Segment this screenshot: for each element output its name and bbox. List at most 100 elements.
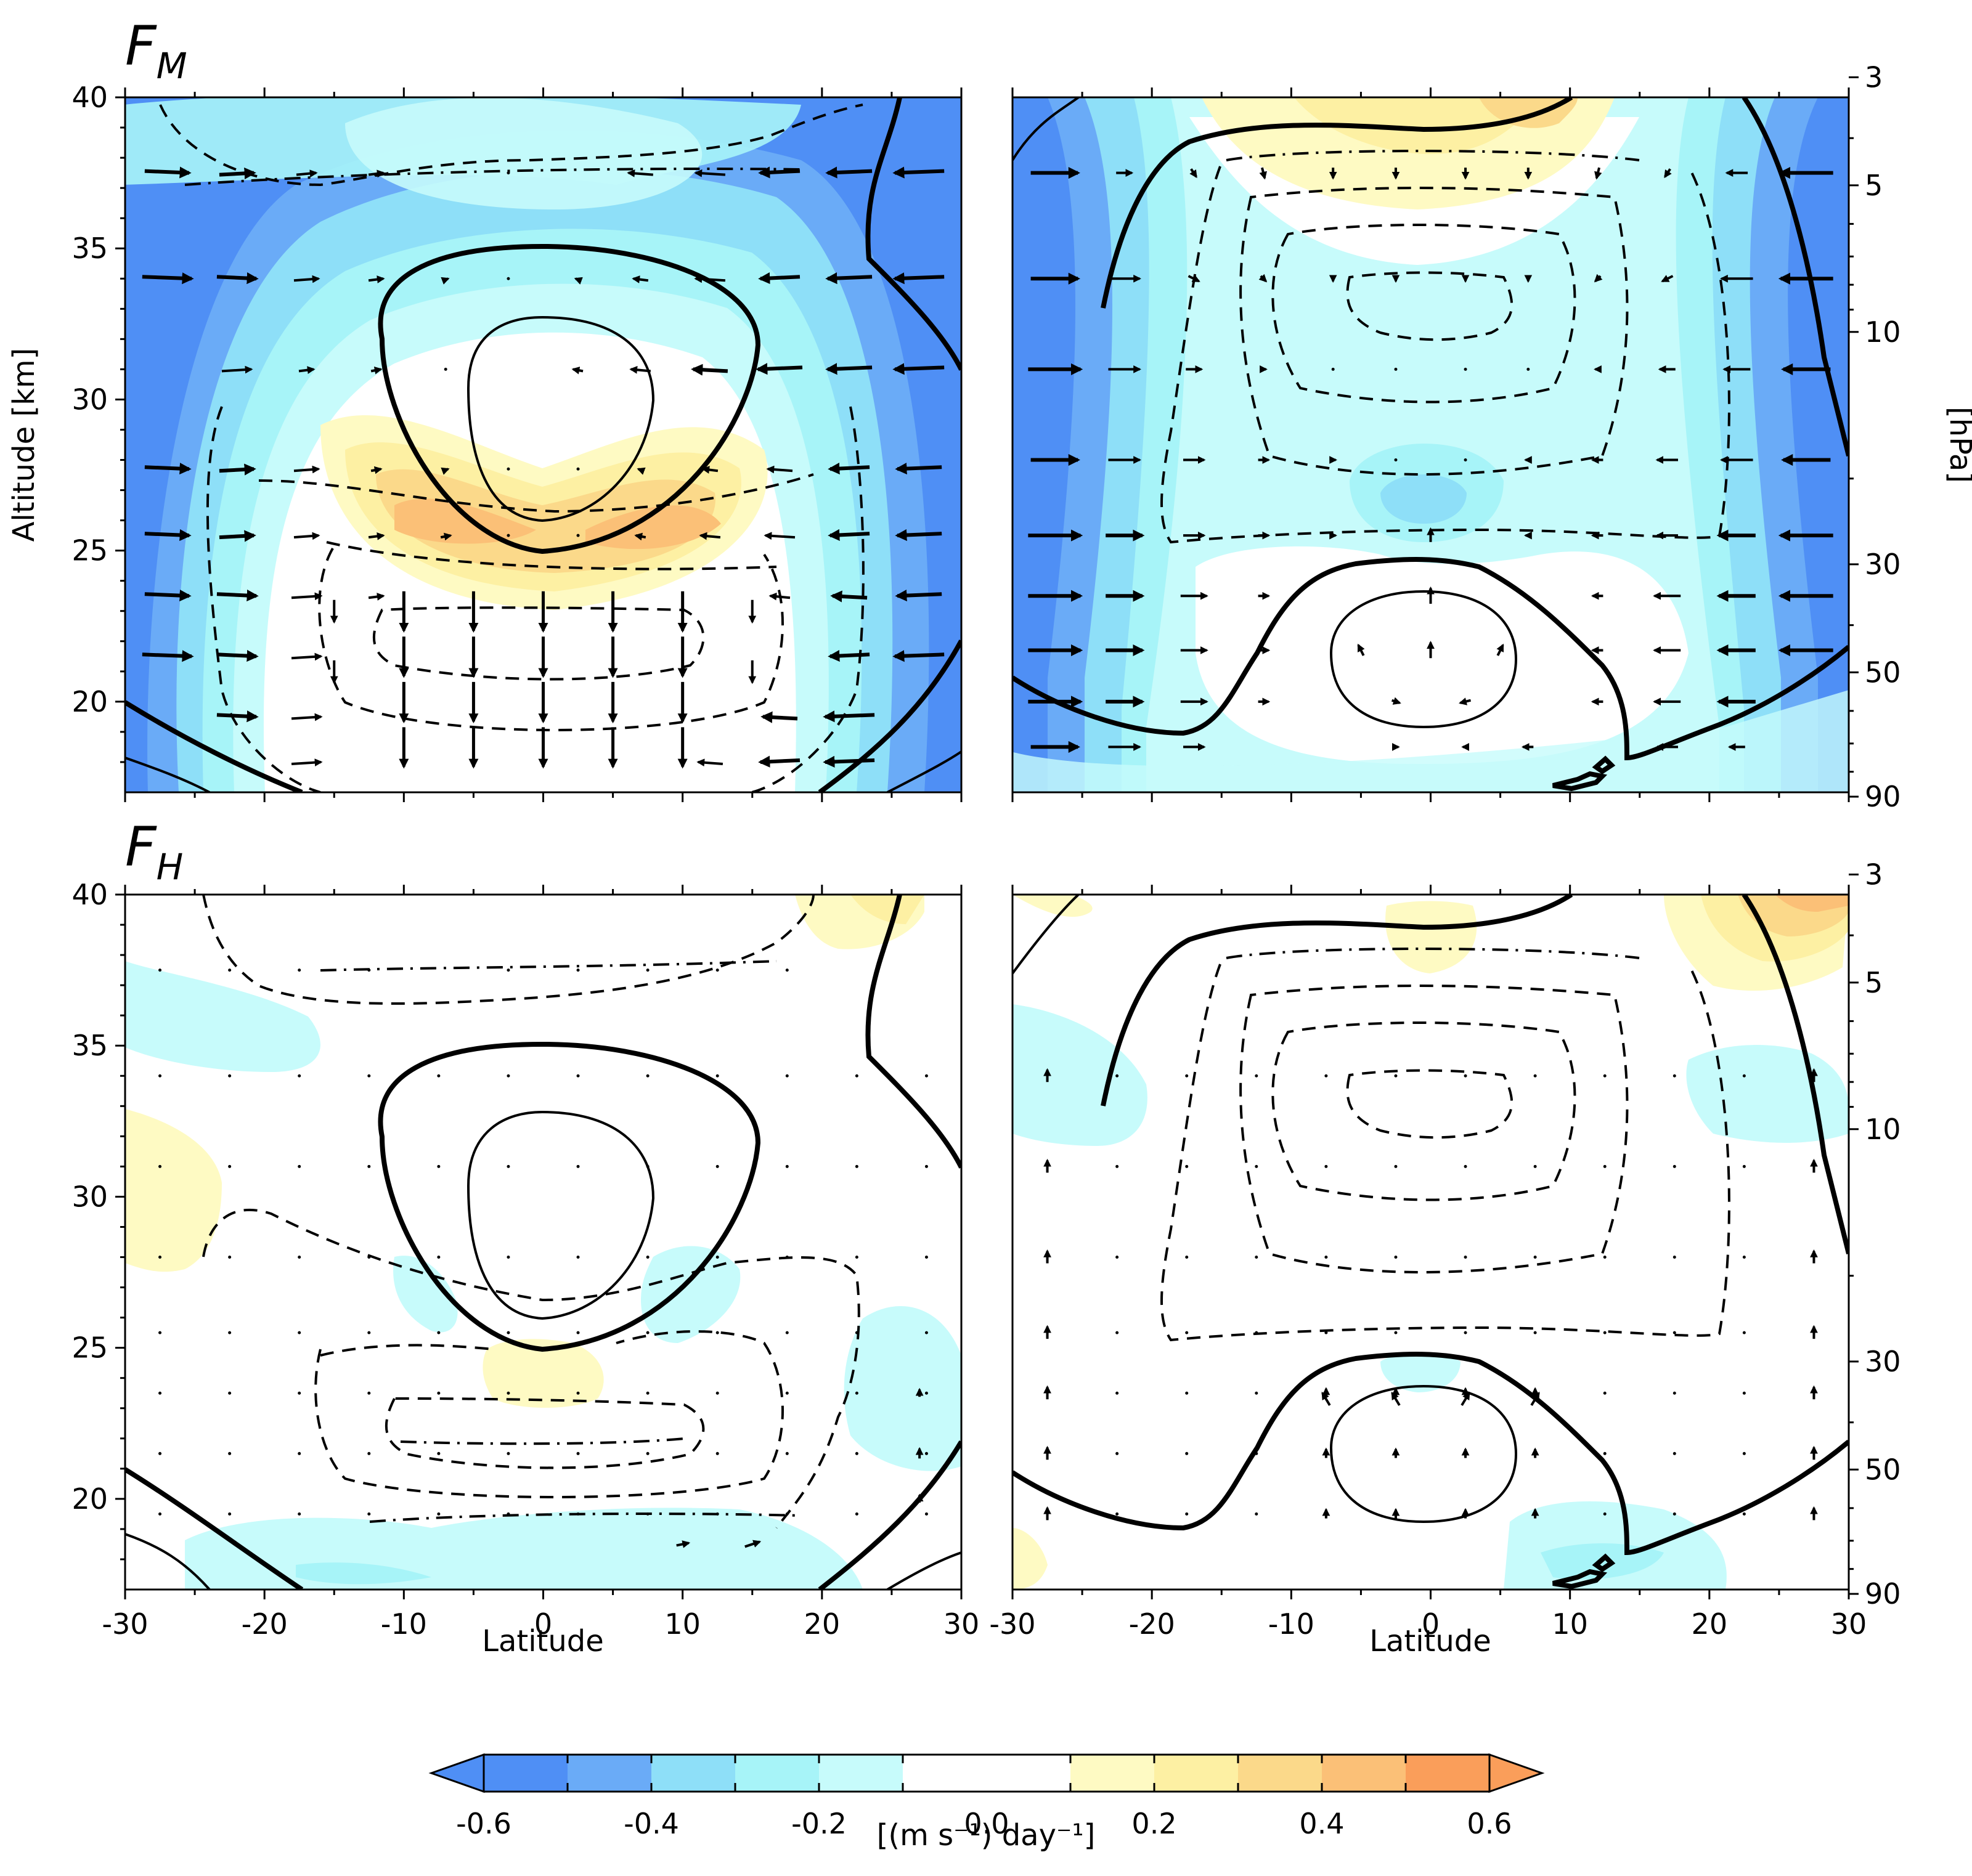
flux-arrow bbox=[440, 532, 452, 541]
flux-dot bbox=[715, 1391, 719, 1395]
panel-top-right bbox=[1011, 96, 1850, 794]
flux-dot bbox=[1185, 1391, 1189, 1395]
flux-dot bbox=[367, 1164, 371, 1168]
flux-dot bbox=[158, 968, 162, 972]
flux-dot bbox=[1255, 1256, 1258, 1259]
flux-arrow bbox=[1594, 167, 1602, 180]
flux-dot bbox=[576, 1391, 580, 1395]
colorbar-bin bbox=[903, 1755, 1071, 1792]
flux-dot bbox=[576, 1452, 580, 1455]
flux-dot bbox=[507, 1074, 510, 1078]
y2-tick-label: 90 bbox=[1865, 780, 1901, 813]
flux-dot bbox=[1464, 458, 1467, 462]
flux-dot bbox=[1742, 1331, 1746, 1334]
flux-arrow bbox=[694, 169, 726, 177]
flux-dot bbox=[715, 1452, 719, 1455]
x-axis-label-left: Latitude bbox=[482, 1624, 604, 1659]
flux-dot bbox=[924, 1164, 928, 1168]
y-tick-label: 40 bbox=[71, 81, 108, 114]
y2-axis-label: [hPa] bbox=[1943, 407, 1972, 483]
flux-dot bbox=[576, 467, 580, 471]
vectors-top-right bbox=[1028, 167, 1833, 753]
flux-dot bbox=[1603, 1512, 1607, 1516]
y-tick-label: 40 bbox=[71, 878, 108, 911]
flux-dot bbox=[1742, 1512, 1746, 1516]
flux-dot bbox=[1115, 1164, 1119, 1168]
flux-arrow bbox=[291, 713, 323, 721]
flux-dot bbox=[1324, 1331, 1328, 1334]
flux-arrow bbox=[1188, 275, 1200, 283]
flux-arrow bbox=[760, 711, 798, 723]
flux-dot bbox=[1603, 1452, 1607, 1455]
flux-arrow bbox=[830, 590, 868, 603]
flux-arrow bbox=[1391, 697, 1401, 705]
y-tick-label: 35 bbox=[71, 1029, 108, 1062]
flux-dot bbox=[576, 1164, 580, 1168]
flux-arrow bbox=[144, 589, 192, 602]
flux-dot bbox=[1394, 367, 1398, 371]
flux-dot bbox=[228, 968, 232, 972]
flux-dot bbox=[158, 1391, 162, 1395]
flux-dot bbox=[507, 277, 510, 280]
y2-tick-label: 5 bbox=[1865, 169, 1883, 202]
y-tick-label: 30 bbox=[71, 1180, 108, 1213]
flux-dot bbox=[855, 1512, 858, 1516]
flux-dot bbox=[715, 1074, 719, 1078]
flux-dot bbox=[298, 1164, 301, 1168]
vectors-bottom-right bbox=[1043, 1068, 1818, 1521]
flux-arrow bbox=[571, 366, 584, 375]
flux-dot bbox=[1324, 1256, 1328, 1259]
flux-dot bbox=[437, 1391, 441, 1395]
flux-dot bbox=[1673, 1391, 1676, 1395]
flux-dot bbox=[785, 1391, 789, 1395]
flux-arrow bbox=[1391, 1391, 1401, 1407]
flux-dot bbox=[298, 1331, 301, 1334]
flux-dot bbox=[367, 968, 371, 972]
panel-title-top-left: FM bbox=[125, 14, 187, 87]
colorbar-bin bbox=[651, 1755, 736, 1792]
flux-dot bbox=[715, 968, 719, 972]
flux-dot bbox=[1742, 1164, 1746, 1168]
flux-dot bbox=[228, 1512, 232, 1516]
flux-dot bbox=[576, 1512, 580, 1516]
x-tick-label: 10 bbox=[1552, 1607, 1588, 1641]
flux-dot bbox=[646, 1452, 650, 1455]
flux-dot bbox=[1394, 1256, 1398, 1259]
flux-arrow bbox=[825, 272, 873, 285]
colorbar-tick-label: -0.2 bbox=[791, 1807, 847, 1840]
flux-dot bbox=[158, 1512, 162, 1516]
vectors-top-left bbox=[142, 166, 945, 769]
flux-dot bbox=[715, 1164, 719, 1168]
flux-arrow bbox=[1664, 168, 1672, 179]
flux-arrow bbox=[825, 363, 873, 375]
flux-arrow bbox=[696, 758, 723, 767]
y2-tick-label: 3 bbox=[1865, 858, 1883, 891]
flux-dot bbox=[646, 1164, 650, 1168]
flux-arrow bbox=[142, 650, 194, 662]
flux-dot bbox=[1742, 1391, 1746, 1395]
flux-dot bbox=[507, 534, 510, 537]
flux-dot bbox=[576, 1074, 580, 1078]
flux-arrow bbox=[441, 467, 450, 475]
y2-tick-label: 50 bbox=[1865, 1453, 1901, 1486]
flux-dot bbox=[1115, 1331, 1119, 1334]
flux-dot bbox=[1533, 1164, 1537, 1168]
flux-dot bbox=[924, 1331, 928, 1334]
flux-dot bbox=[158, 1452, 162, 1455]
flux-dot bbox=[1185, 1512, 1189, 1516]
flux-arrow bbox=[764, 532, 796, 540]
x-tick-label: -30 bbox=[102, 1607, 148, 1641]
flux-dot bbox=[1324, 1074, 1328, 1078]
flux-dot bbox=[855, 1164, 858, 1168]
flux-dot bbox=[855, 1331, 858, 1334]
flux-dot bbox=[298, 1452, 301, 1455]
y2-tick-label: 30 bbox=[1865, 548, 1901, 581]
flux-dot bbox=[646, 1331, 650, 1334]
flux-dot bbox=[1673, 1074, 1676, 1078]
flux-arrow bbox=[892, 166, 945, 179]
flux-arrow bbox=[634, 532, 646, 541]
flux-dot bbox=[158, 1256, 162, 1259]
flux-dot bbox=[715, 1331, 719, 1334]
flux-dot bbox=[715, 1512, 719, 1516]
